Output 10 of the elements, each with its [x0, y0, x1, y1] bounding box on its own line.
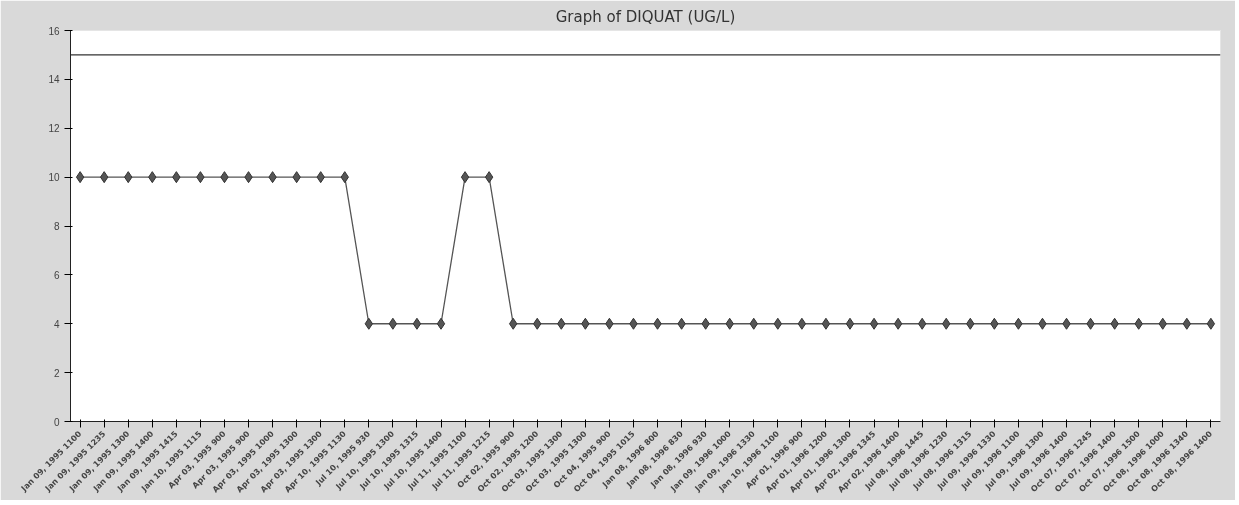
- y-tick-label: 10: [48, 172, 60, 184]
- y-tick-label: 12: [48, 123, 60, 135]
- y-tick-label: 8: [53, 221, 60, 232]
- y-tick-label: 14: [48, 74, 60, 86]
- y-tick-label: 4: [53, 318, 60, 330]
- chart-title: Graph of DIQUAT (UG/L): [555, 7, 736, 26]
- y-tick-label: 0: [53, 416, 60, 428]
- y-tick-label: 2: [53, 367, 60, 379]
- y-tick-label: 16: [48, 25, 60, 37]
- y-tick-label: 6: [53, 269, 60, 281]
